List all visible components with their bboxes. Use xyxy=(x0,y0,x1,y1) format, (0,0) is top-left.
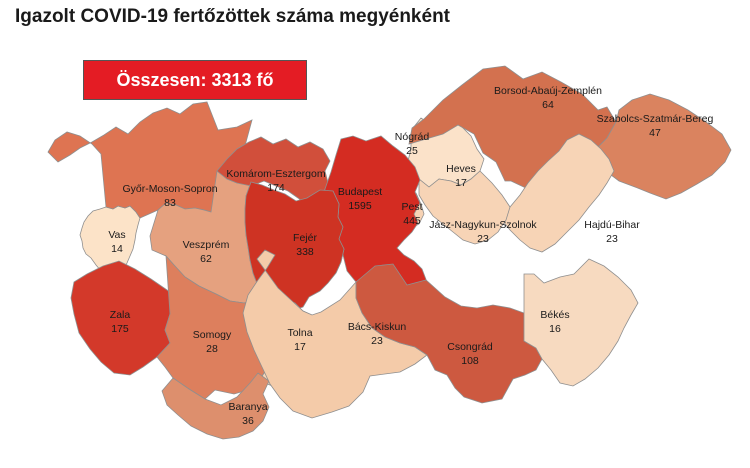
svg-text:62: 62 xyxy=(200,253,212,265)
svg-text:Jász-Nagykun-Szolnok: Jász-Nagykun-Szolnok xyxy=(429,219,537,231)
svg-text:83: 83 xyxy=(164,197,176,209)
svg-text:445: 445 xyxy=(403,215,421,227)
svg-text:Somogy: Somogy xyxy=(193,329,232,341)
svg-text:108: 108 xyxy=(461,355,479,367)
svg-text:23: 23 xyxy=(606,233,618,245)
svg-text:17: 17 xyxy=(294,341,306,353)
svg-text:Borsod-Abaúj-Zemplén: Borsod-Abaúj-Zemplén xyxy=(494,85,602,97)
svg-text:Komárom-Esztergom: Komárom-Esztergom xyxy=(226,168,325,180)
svg-text:Győr-Moson-Sopron: Győr-Moson-Sopron xyxy=(122,183,217,195)
svg-text:Veszprém: Veszprém xyxy=(183,239,230,251)
svg-text:23: 23 xyxy=(477,233,489,245)
svg-text:28: 28 xyxy=(206,343,218,355)
svg-text:1595: 1595 xyxy=(348,200,372,212)
svg-text:174: 174 xyxy=(267,182,285,194)
svg-text:Csongrád: Csongrád xyxy=(447,341,493,353)
svg-text:Hajdú-Bihar: Hajdú-Bihar xyxy=(584,219,640,231)
svg-text:16: 16 xyxy=(549,323,561,335)
svg-text:338: 338 xyxy=(296,246,314,258)
svg-text:Tolna: Tolna xyxy=(287,327,312,339)
svg-text:Szabolcs-Szatmár-Bereg: Szabolcs-Szatmár-Bereg xyxy=(597,113,714,125)
svg-text:Pest: Pest xyxy=(401,201,422,213)
svg-text:Fejér: Fejér xyxy=(293,232,317,244)
svg-text:175: 175 xyxy=(111,323,129,335)
svg-text:36: 36 xyxy=(242,415,254,427)
svg-text:64: 64 xyxy=(542,99,554,111)
svg-text:17: 17 xyxy=(455,177,467,189)
svg-text:25: 25 xyxy=(406,145,418,157)
svg-text:Bács-Kiskun: Bács-Kiskun xyxy=(348,321,407,333)
svg-text:47: 47 xyxy=(649,127,661,139)
svg-text:23: 23 xyxy=(371,335,383,347)
svg-text:Zala: Zala xyxy=(110,309,131,321)
svg-text:14: 14 xyxy=(111,243,123,255)
svg-text:Békés: Békés xyxy=(540,309,569,321)
svg-text:Heves: Heves xyxy=(446,163,476,175)
svg-text:Vas: Vas xyxy=(108,229,125,241)
svg-text:Budapest: Budapest xyxy=(338,186,382,198)
svg-text:Nógrád: Nógrád xyxy=(395,131,430,143)
svg-text:Baranya: Baranya xyxy=(228,401,267,413)
